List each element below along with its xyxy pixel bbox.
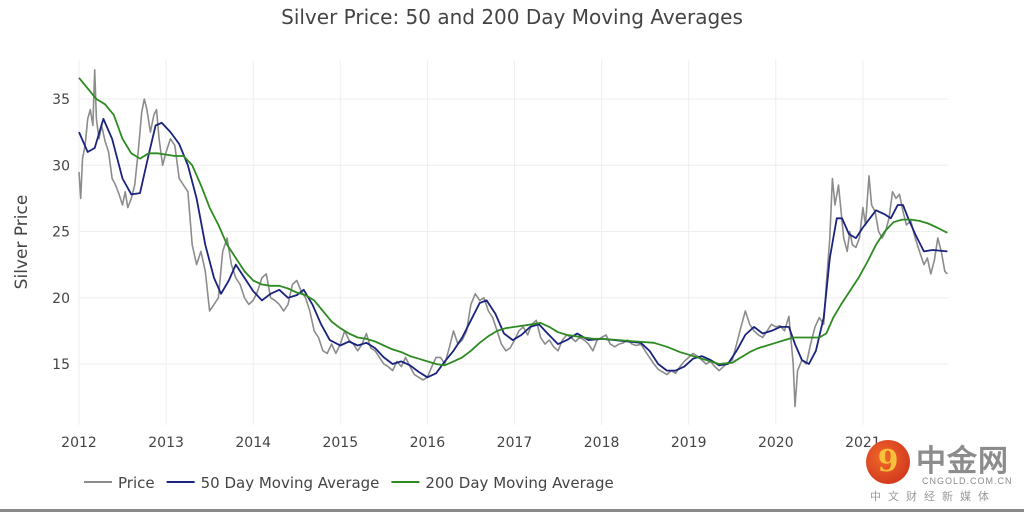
y-tick-labels: 15 20 25 30 35	[52, 92, 70, 373]
x-tick-label: 2017	[497, 435, 533, 451]
watermark-logo: 9 中金网 CNGOLD.COM.CN 中文财经新媒体	[866, 438, 1016, 504]
legend-item[interactable]: Price	[84, 474, 155, 492]
logo-name: 中金网	[916, 444, 1009, 479]
logo-tagline: 中文财经新媒体	[870, 490, 996, 503]
y-gridlines	[79, 98, 948, 365]
logo-circle-icon	[866, 440, 910, 484]
chart-title: Silver Price: 50 and 200 Day Moving Aver…	[281, 5, 743, 29]
series-line-50-day-moving-average	[78, 118, 948, 379]
y-tick-label: 20	[52, 291, 70, 307]
series-line-200-day-moving-average	[78, 77, 948, 367]
y-tick-label: 35	[52, 92, 70, 108]
y-tick-label: 25	[52, 225, 70, 241]
logo-url: CNGOLD.COM.CN	[922, 476, 1013, 486]
x-tick-label: 2019	[671, 435, 707, 451]
x-tick-label: 2014	[235, 435, 271, 451]
legend[interactable]: Price 50 Day Moving Average 200 Day Moving…	[84, 474, 614, 492]
legend-label: Price	[118, 474, 155, 492]
x-tick-label: 2012	[61, 435, 97, 451]
legend-label: 50 Day Moving Average	[201, 474, 380, 492]
x-tick-label: 2015	[322, 435, 358, 451]
x-tick-label: 2020	[758, 435, 794, 451]
legend-item[interactable]: 200 Day Moving Average	[391, 474, 614, 492]
series-line-price	[78, 69, 948, 408]
bottom-border	[0, 509, 1024, 512]
legend-label: 200 Day Moving Average	[425, 474, 613, 492]
x-gridlines	[78, 60, 864, 425]
y-tick-label: 30	[52, 158, 70, 174]
x-tick-label: 2016	[410, 435, 446, 451]
x-tick-label: 2018	[584, 435, 620, 451]
x-tick-label: 2013	[148, 435, 184, 451]
x-tick-labels: 2012 2013 2014 2015 2016 2017 2018 2019 2020 2021	[61, 435, 881, 451]
y-axis-label: Silver Price	[12, 195, 32, 290]
legend-item[interactable]: 50 Day Moving Average	[166, 474, 380, 492]
logo-glyph: 9	[877, 444, 899, 479]
series-lines	[78, 69, 948, 408]
y-tick-label: 15	[52, 357, 70, 373]
